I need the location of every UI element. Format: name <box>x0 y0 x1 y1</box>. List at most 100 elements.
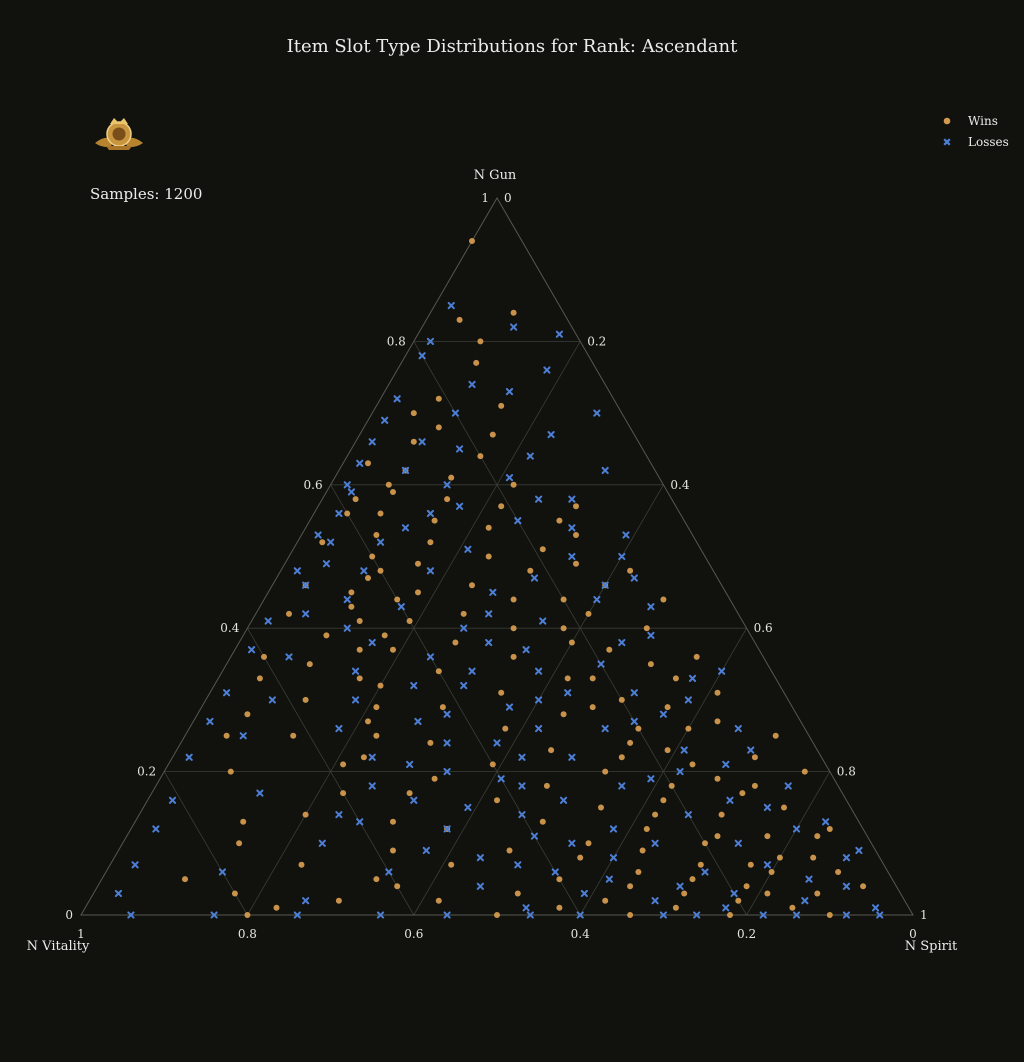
win-point <box>660 596 667 603</box>
loss-point <box>127 911 135 919</box>
ternary-triangle <box>80 197 914 916</box>
loss-point <box>410 796 418 804</box>
win-point <box>340 761 347 768</box>
ternary-frame <box>80 197 914 916</box>
loss-point <box>493 739 501 747</box>
win-point <box>585 610 592 617</box>
win-point <box>510 625 517 632</box>
loss-point <box>114 889 123 898</box>
win-point <box>385 481 392 488</box>
tick-vitality-0.2: 0.2 <box>737 927 756 941</box>
axis-label-gun: N Gun <box>474 168 517 183</box>
loss-point <box>647 775 655 783</box>
win-point <box>627 567 634 574</box>
win-point <box>735 897 742 904</box>
loss-point <box>680 746 688 754</box>
loss-point <box>485 610 493 618</box>
win-point <box>323 632 330 639</box>
loss-point <box>268 696 276 704</box>
win-point <box>627 883 634 890</box>
win-point <box>344 510 351 517</box>
tick-spirit-0: 0 <box>504 191 512 205</box>
loss-point <box>559 796 568 804</box>
loss-point <box>693 911 701 919</box>
tick-vitality-1: 1 <box>77 927 85 941</box>
loss-point <box>601 724 609 733</box>
tick-gun-0: 0 <box>65 908 73 922</box>
loss-point <box>343 624 351 632</box>
win-point <box>618 754 625 761</box>
loss-point <box>302 610 310 618</box>
win-point <box>319 539 326 546</box>
win-point <box>256 675 263 682</box>
tick-gun-0.2: 0.2 <box>137 765 156 779</box>
loss-point <box>443 825 451 833</box>
loss-point <box>393 395 401 403</box>
win-point <box>627 739 634 746</box>
loss-point <box>314 531 322 539</box>
loss-point <box>131 861 139 869</box>
loss-point <box>293 911 301 919</box>
win-point <box>444 496 451 503</box>
loss-point <box>385 868 393 876</box>
loss-point <box>497 775 505 783</box>
loss-point <box>210 911 218 919</box>
rank-emblem-icon <box>95 118 143 150</box>
legend: Wins Losses <box>943 114 1009 149</box>
win-point <box>643 826 650 832</box>
win-point <box>377 682 384 689</box>
loss-point <box>381 416 389 424</box>
tick-labels: 00.20.40.60.81 00.20.40.60.8100.20.40.60.… <box>65 191 927 941</box>
win-point <box>302 811 309 818</box>
win-point <box>589 675 596 682</box>
win-point <box>356 646 363 653</box>
win-point <box>681 890 688 897</box>
loss-point <box>734 839 742 847</box>
win-point <box>548 747 555 754</box>
win-point <box>772 732 779 739</box>
win-point <box>377 567 384 574</box>
win-point <box>427 539 434 546</box>
win-point <box>390 489 396 495</box>
loss-point <box>518 753 526 761</box>
win-point <box>560 596 567 603</box>
tick-spirit-0.6: 0.6 <box>754 621 773 635</box>
loss-point <box>285 653 293 661</box>
loss-point <box>356 818 364 826</box>
win-point <box>477 453 484 460</box>
loss-point <box>514 517 522 525</box>
win-point <box>801 768 808 775</box>
loss-point <box>526 911 534 919</box>
win-point <box>335 897 342 904</box>
win-point <box>435 424 442 431</box>
loss-point <box>489 588 497 596</box>
win-point <box>298 861 305 868</box>
loss-point <box>593 409 601 417</box>
loss-point <box>264 617 272 625</box>
loss-point <box>618 638 626 647</box>
loss-point <box>684 696 692 704</box>
loss-point <box>443 768 451 776</box>
loss-point <box>293 567 301 575</box>
loss-point <box>505 387 514 396</box>
win-point <box>573 532 579 538</box>
loss-point <box>455 502 464 510</box>
win-point <box>606 646 613 653</box>
loss-point <box>530 574 539 582</box>
loss-point <box>335 811 343 819</box>
loss-point <box>543 366 551 374</box>
win-point <box>506 847 513 854</box>
loss-point <box>684 811 692 819</box>
loss-point <box>426 509 435 518</box>
loss-point <box>555 330 563 338</box>
win-point <box>477 338 484 345</box>
loss-point <box>397 603 405 611</box>
tick-gun-0.8: 0.8 <box>387 334 406 348</box>
loss-point <box>535 667 543 675</box>
loss-point <box>468 380 476 389</box>
win-point <box>689 876 696 883</box>
loss-point <box>410 681 418 690</box>
samples-annotation: Samples: 1200 <box>90 185 202 203</box>
loss-point <box>368 782 376 790</box>
loss-point <box>522 904 530 912</box>
